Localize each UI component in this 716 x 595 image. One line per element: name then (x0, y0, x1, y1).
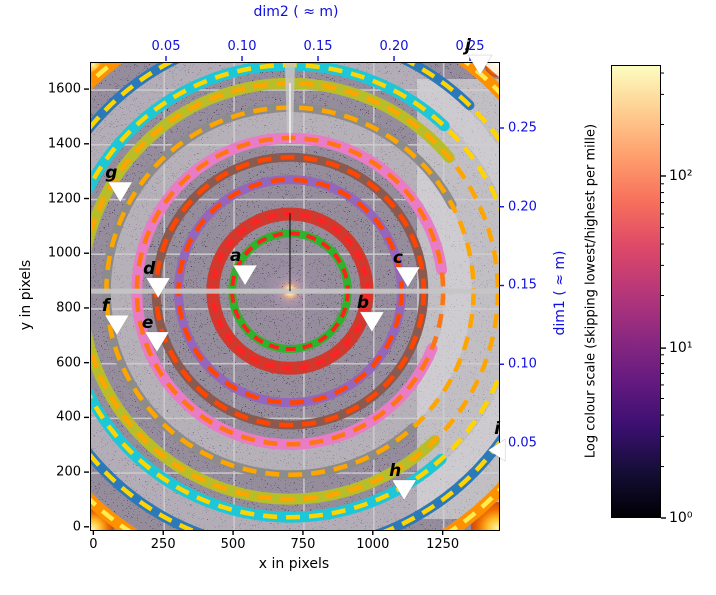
diffraction-image (91, 63, 499, 530)
dim1-tick-label: 0.25 (508, 120, 537, 136)
dim2-tick-label: 0.25 (455, 39, 485, 54)
x-tick-label: 750 (290, 537, 316, 552)
y-tick-label: 1600 (47, 81, 81, 97)
dim2-tick-label: 0.05 (151, 39, 181, 54)
colorbar-label: Log colour scale (skipping lowest/highes… (583, 123, 599, 459)
y-tick-label: 1400 (47, 136, 81, 152)
colorbar-tick-label: 10² (669, 167, 693, 184)
x-tick-label: 1250 (426, 537, 460, 552)
dim1-tick-label: 0.05 (508, 435, 537, 451)
y-tick-label: 1000 (47, 245, 81, 261)
y-tick-label: 600 (56, 355, 81, 371)
ring-5 (131, 132, 448, 450)
module-gap-lines (91, 63, 499, 294)
y-tick-label: 200 (56, 464, 81, 480)
x-tick-label: 250 (150, 537, 176, 552)
y-tick-label: 0 (72, 519, 81, 535)
colorbar (611, 65, 661, 518)
x-axis-label: x in pixels (258, 556, 330, 572)
dim2-tick-label: 0.15 (303, 39, 333, 54)
dim1-tick-label: 0.20 (508, 199, 537, 215)
y-tick-label: 1200 (47, 191, 81, 207)
y-tick-label: 400 (56, 409, 81, 425)
y-axis-label: y in pixels (18, 259, 34, 331)
dim1-tick-label: 0.15 (508, 277, 537, 293)
x-tick-label: 1000 (356, 537, 390, 552)
x-tick-label: 0 (89, 537, 98, 552)
colorbar-tick-label: 10⁰ (669, 510, 693, 526)
dim1-tick-label: 0.10 (508, 356, 537, 372)
dim2-axis-label: dim2 ( ≈ m) (253, 4, 339, 20)
y-tick-label: 800 (56, 300, 81, 316)
dim2-tick-label: 0.10 (227, 39, 257, 54)
dim1-axis-label: dim1 ( ≈ m) (552, 250, 568, 336)
x-tick-label: 500 (220, 537, 246, 552)
dim2-tick-label: 0.20 (379, 39, 409, 54)
ring-10 (441, 481, 499, 530)
plot-area (90, 62, 500, 531)
colorbar-tick-label: 10¹ (669, 340, 693, 357)
